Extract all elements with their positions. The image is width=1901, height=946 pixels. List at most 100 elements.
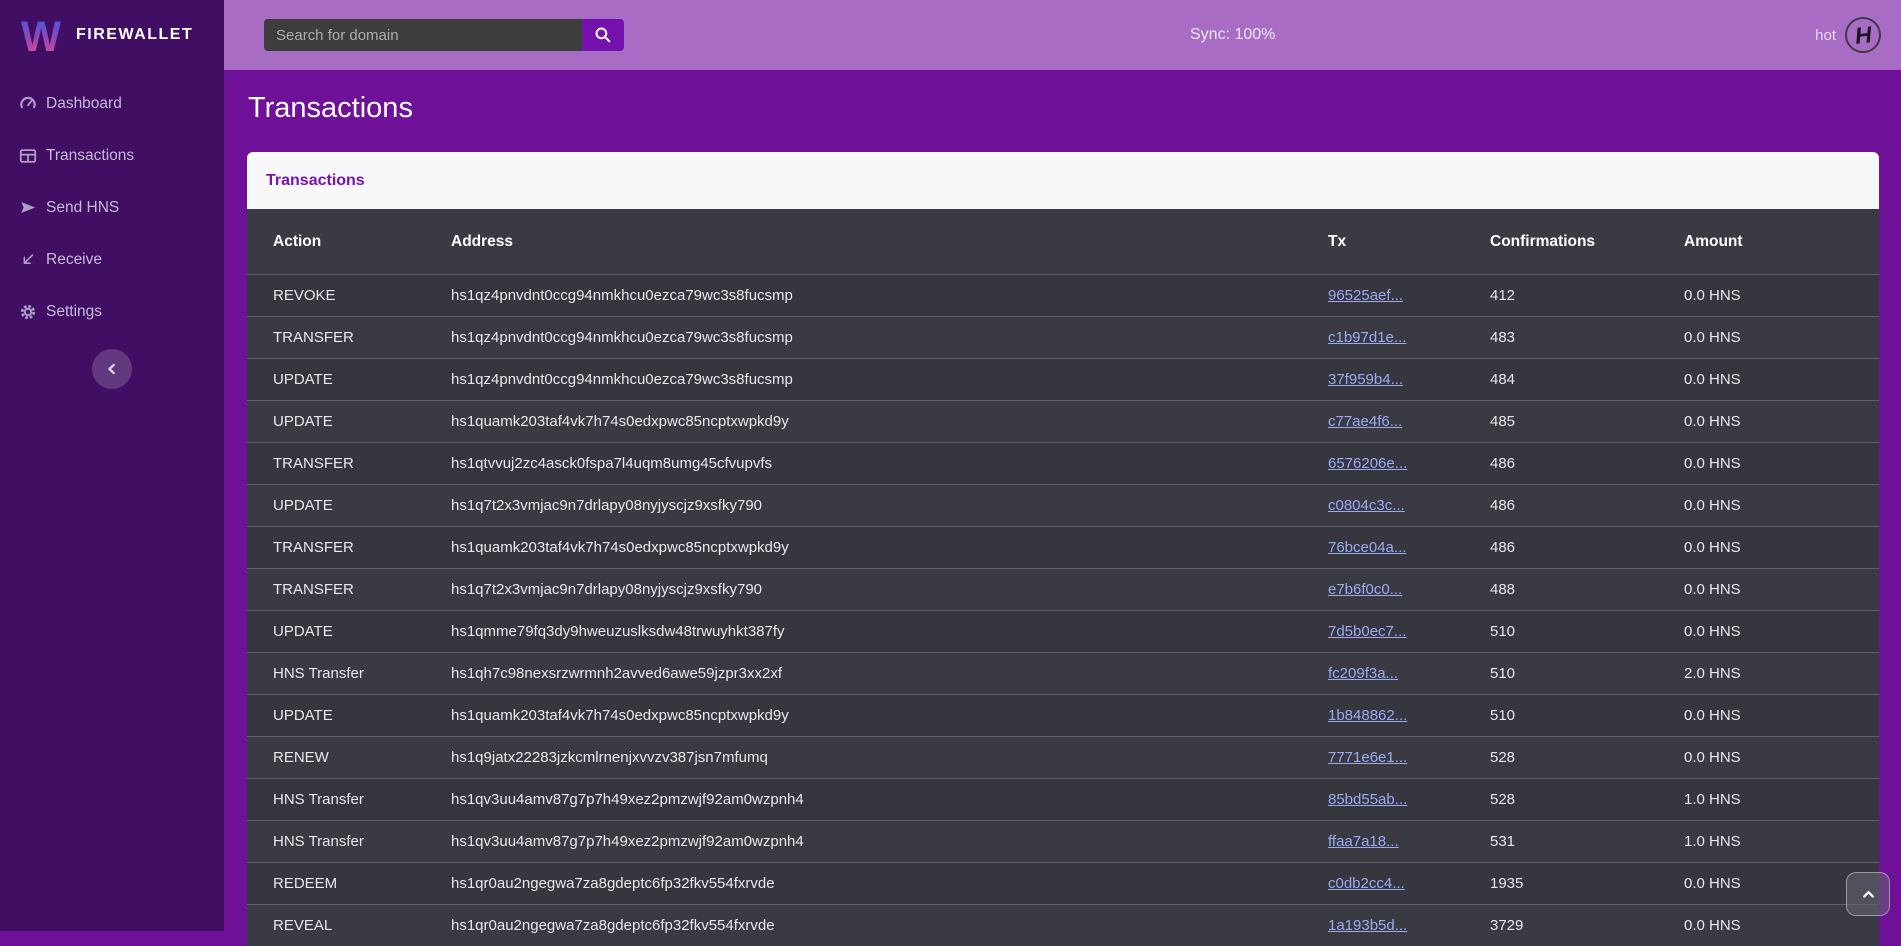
- tx-link[interactable]: c0804c3c...: [1328, 497, 1405, 514]
- table-row: RENEW hs1q9jatx22283jzkcmlrnenjxvvzv387j…: [247, 737, 1879, 779]
- sidebar: W FIREWALLET Dashboard Transactions Send…: [0, 0, 224, 931]
- address-cell: hs1q9jatx22283jzkcmlrnenjxvvzv387jsn7mfu…: [451, 737, 1328, 779]
- action-cell: RENEW: [247, 737, 451, 779]
- confirmations-cell: 488: [1490, 569, 1684, 611]
- table-row: REDEEM hs1qr0au2ngegwa7za8gdeptc6fp32fkv…: [247, 863, 1879, 905]
- tx-link[interactable]: 96525aef...: [1328, 287, 1403, 304]
- confirmations-cell: 486: [1490, 527, 1684, 569]
- tx-link[interactable]: c0db2cc4...: [1328, 875, 1405, 892]
- sidebar-item-label: Settings: [46, 303, 102, 321]
- action-cell: HNS Transfer: [247, 653, 451, 695]
- confirmations-cell: 483: [1490, 317, 1684, 359]
- card-header: Transactions: [247, 152, 1879, 209]
- amount-cell: 1.0 HNS: [1684, 821, 1879, 863]
- tx-cell: fc209f3a...: [1328, 653, 1490, 695]
- tx-cell: 7771e6e1...: [1328, 737, 1490, 779]
- table-row: UPDATE hs1q7t2x3vmjac9n7drlapy08nyjyscjz…: [247, 485, 1879, 527]
- confirmations-cell: 412: [1490, 275, 1684, 317]
- tx-link[interactable]: 37f959b4...: [1328, 371, 1403, 388]
- table-row: REVOKE hs1qz4pnvdnt0ccg94nmkhcu0ezca79wc…: [247, 275, 1879, 317]
- handshake-icon[interactable]: H: [1845, 17, 1881, 53]
- address-cell: hs1q7t2x3vmjac9n7drlapy08nyjyscjz9xsfky7…: [451, 569, 1328, 611]
- scroll-to-top-button[interactable]: [1846, 872, 1890, 916]
- tx-link[interactable]: fc209f3a...: [1328, 665, 1398, 682]
- tx-cell: c0804c3c...: [1328, 485, 1490, 527]
- confirmations-cell: 485: [1490, 401, 1684, 443]
- address-cell: hs1qz4pnvdnt0ccg94nmkhcu0ezca79wc3s8fucs…: [451, 359, 1328, 401]
- column-header-action: Action: [247, 209, 451, 275]
- sidebar-item-label: Receive: [46, 251, 102, 269]
- column-header-address: Address: [451, 209, 1328, 275]
- tx-link[interactable]: c1b97d1e...: [1328, 329, 1406, 346]
- receive-arrow-icon: [19, 251, 37, 269]
- table-row: UPDATE hs1qz4pnvdnt0ccg94nmkhcu0ezca79wc…: [247, 359, 1879, 401]
- amount-cell: 0.0 HNS: [1684, 569, 1879, 611]
- table-row: TRANSFER hs1qz4pnvdnt0ccg94nmkhcu0ezca79…: [247, 317, 1879, 359]
- tx-cell: c77ae4f6...: [1328, 401, 1490, 443]
- tx-link[interactable]: 76bce04a...: [1328, 539, 1406, 556]
- tx-link[interactable]: e7b6f0c0...: [1328, 581, 1402, 598]
- amount-cell: 0.0 HNS: [1684, 443, 1879, 485]
- sidebar-item-receive[interactable]: Receive: [0, 234, 224, 286]
- tx-cell: 1a193b5d...: [1328, 905, 1490, 946]
- address-cell: hs1qr0au2ngegwa7za8gdeptc6fp32fkv554fxrv…: [451, 905, 1328, 946]
- transactions-table-body: REVOKE hs1qz4pnvdnt0ccg94nmkhcu0ezca79wc…: [247, 275, 1879, 946]
- tx-link[interactable]: 85bd55ab...: [1328, 791, 1407, 808]
- tx-link[interactable]: 7d5b0ec7...: [1328, 623, 1406, 640]
- action-cell: REVEAL: [247, 905, 451, 946]
- sidebar-item-settings[interactable]: Settings: [0, 286, 224, 338]
- amount-cell: 0.0 HNS: [1684, 275, 1879, 317]
- confirmations-cell: 486: [1490, 485, 1684, 527]
- sidebar-item-send-hns[interactable]: Send HNS: [0, 182, 224, 234]
- sidebar-item-label: Send HNS: [46, 199, 119, 217]
- table-row: UPDATE hs1qmme79fq3dy9hweuzuslksdw48trwu…: [247, 611, 1879, 653]
- amount-cell: 1.0 HNS: [1684, 779, 1879, 821]
- confirmations-cell: 510: [1490, 611, 1684, 653]
- amount-cell: 0.0 HNS: [1684, 317, 1879, 359]
- tx-link[interactable]: 1a193b5d...: [1328, 917, 1407, 934]
- tx-link[interactable]: 1b848862...: [1328, 707, 1407, 724]
- address-cell: hs1qv3uu4amv87g7p7h49xez2pmzwjf92am0wzpn…: [451, 779, 1328, 821]
- table-row: HNS Transfer hs1qv3uu4amv87g7p7h49xez2pm…: [247, 779, 1879, 821]
- logo-letter: W: [21, 14, 62, 56]
- table-row: TRANSFER hs1qtvvuj2zc4asck0fspa7l4uqm8um…: [247, 443, 1879, 485]
- brand[interactable]: W FIREWALLET: [0, 0, 224, 70]
- transactions-table: Action Address Tx Confirmations Amount R…: [247, 209, 1879, 946]
- action-cell: TRANSFER: [247, 443, 451, 485]
- tx-cell: 37f959b4...: [1328, 359, 1490, 401]
- brand-name: FIREWALLET: [76, 26, 193, 44]
- search-input[interactable]: [264, 19, 582, 51]
- action-cell: UPDATE: [247, 359, 451, 401]
- amount-cell: 0.0 HNS: [1684, 695, 1879, 737]
- tx-cell: 96525aef...: [1328, 275, 1490, 317]
- table-icon: [19, 147, 37, 165]
- tx-link[interactable]: ffaa7a18...: [1328, 833, 1399, 850]
- address-cell: hs1qv3uu4amv87g7p7h49xez2pmzwjf92am0wzpn…: [451, 821, 1328, 863]
- action-cell: TRANSFER: [247, 317, 451, 359]
- sidebar-collapse-button[interactable]: [92, 349, 132, 389]
- page-title: Transactions: [248, 92, 413, 125]
- action-cell: TRANSFER: [247, 527, 451, 569]
- tx-cell: 6576206e...: [1328, 443, 1490, 485]
- tx-link[interactable]: 7771e6e1...: [1328, 749, 1407, 766]
- column-header-confirmations: Confirmations: [1490, 209, 1684, 275]
- tx-cell: 85bd55ab...: [1328, 779, 1490, 821]
- amount-cell: 0.0 HNS: [1684, 611, 1879, 653]
- sidebar-item-label: Transactions: [46, 147, 134, 165]
- sidebar-item-dashboard[interactable]: Dashboard: [0, 78, 224, 130]
- confirmations-cell: 510: [1490, 653, 1684, 695]
- sync-status: Sync: 100%: [1190, 0, 1275, 70]
- sidebar-item-label: Dashboard: [46, 95, 122, 113]
- action-cell: HNS Transfer: [247, 779, 451, 821]
- confirmations-cell: 3729: [1490, 905, 1684, 946]
- tx-link[interactable]: 6576206e...: [1328, 455, 1407, 472]
- wallet-name: hot: [1815, 27, 1836, 44]
- action-cell: REDEEM: [247, 863, 451, 905]
- table-row: REVEAL hs1qr0au2ngegwa7za8gdeptc6fp32fkv…: [247, 905, 1879, 946]
- address-cell: hs1qh7c98nexsrzwrmnh2avved6awe59jzpr3xx2…: [451, 653, 1328, 695]
- tx-link[interactable]: c77ae4f6...: [1328, 413, 1402, 430]
- search-button[interactable]: [582, 19, 624, 51]
- amount-cell: 0.0 HNS: [1684, 485, 1879, 527]
- sidebar-item-transactions[interactable]: Transactions: [0, 130, 224, 182]
- amount-cell: 2.0 HNS: [1684, 653, 1879, 695]
